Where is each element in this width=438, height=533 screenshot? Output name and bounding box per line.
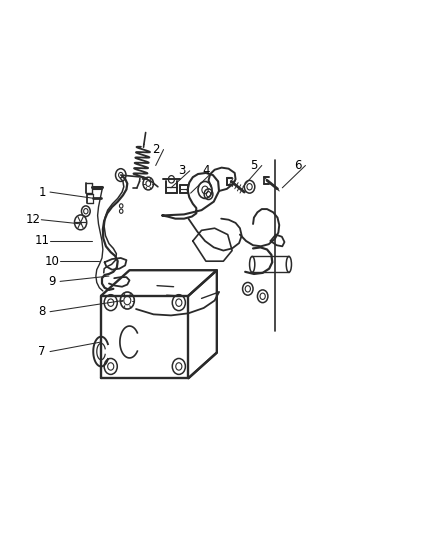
Text: 1: 1 [39,185,46,199]
Text: 6: 6 [294,159,301,172]
Text: 10: 10 [45,255,60,268]
Text: 8: 8 [39,305,46,318]
Text: 11: 11 [35,235,49,247]
Text: 5: 5 [250,159,258,172]
Text: 4: 4 [202,164,210,177]
Text: 7: 7 [39,345,46,358]
Text: 3: 3 [178,164,186,177]
Text: 9: 9 [49,275,56,288]
Text: 12: 12 [26,213,41,226]
Text: 2: 2 [152,143,159,156]
